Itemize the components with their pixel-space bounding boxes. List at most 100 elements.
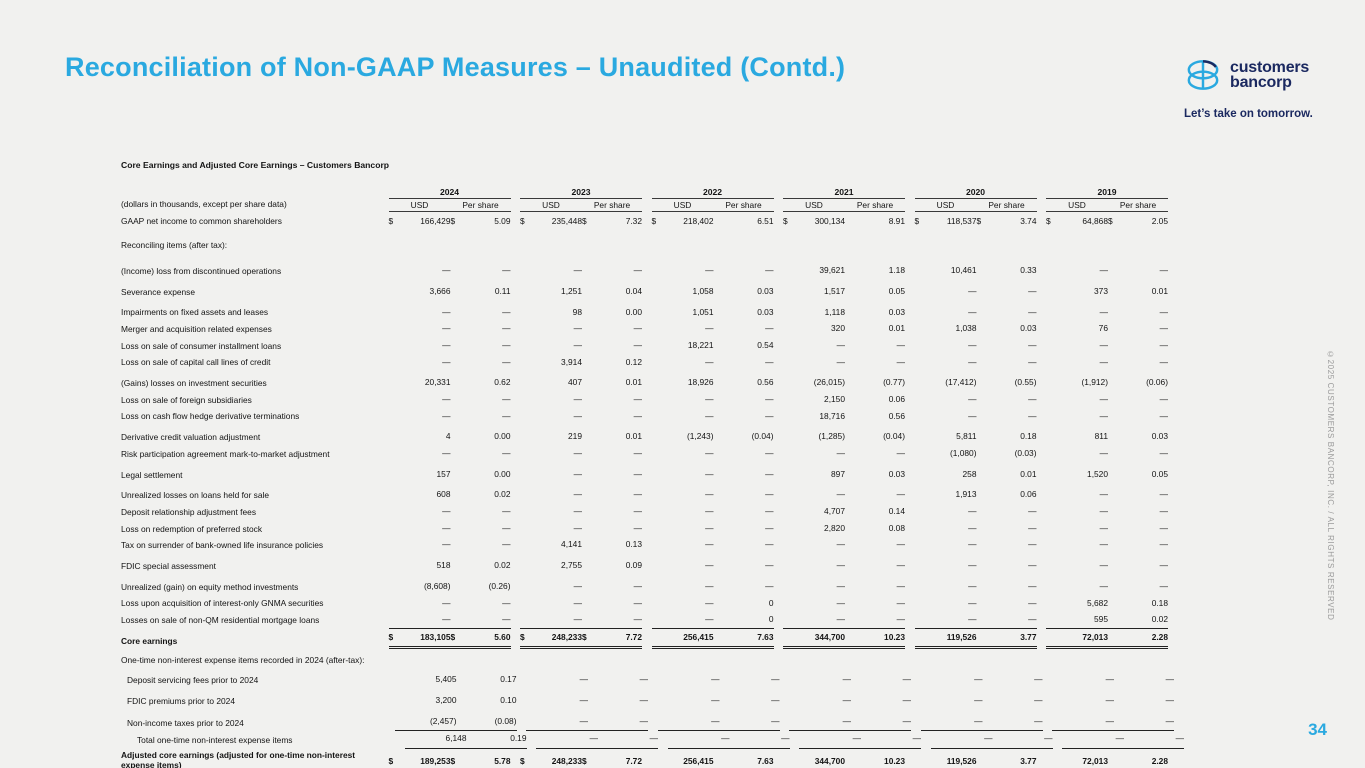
usd-cell: 1,038 (915, 321, 977, 336)
cell-value: 0.08 (888, 522, 905, 533)
cell-value: — (502, 597, 511, 608)
cell-value: — (836, 597, 845, 608)
cell-value: 0.03 (757, 285, 774, 296)
cell-value: — (968, 393, 977, 404)
cell-value: 248,233 (551, 631, 582, 642)
table-row: Derivative credit valuation adjustment 4 0… (121, 429, 1173, 446)
row-label: Loss on redemption of preferred stock (121, 523, 263, 534)
usd-cell: 39,621 (783, 263, 845, 278)
cell-value: 0.10 (500, 695, 517, 706)
cell-value: — (968, 560, 977, 571)
cell-value: 0.06 (888, 393, 905, 404)
year-group-cells: (17,412) (0.55) (915, 375, 1036, 392)
year-group-cells: $218,402 6.51 (652, 213, 774, 230)
cell-value: — (502, 323, 511, 334)
per-share-cell: — (977, 537, 1036, 552)
year-label: 2022 (651, 187, 774, 199)
usd-cell: — (526, 713, 588, 728)
per-share-cell: — (977, 337, 1036, 352)
year-group-cells: — — (652, 578, 773, 595)
usd-cell: 3,666 (389, 283, 451, 298)
year-group-cells: (2,457) (0.08) (394, 713, 517, 731)
table-row: Severance expense 3,666 0.11 1,251 0.04 1,058… (121, 283, 1173, 300)
cell-value: — (502, 393, 511, 404)
year-group-cells: — — (1046, 445, 1168, 462)
cell-value: — (1028, 506, 1037, 517)
usd-cell: 256,415 (652, 629, 714, 644)
usd-cell: — (915, 354, 976, 369)
usd-cell: 258 (915, 466, 977, 481)
cell-value: — (633, 393, 642, 404)
per-share-cell: — (451, 503, 510, 518)
year-group-cells: —0 (652, 595, 774, 612)
cell-value: 344,700 (814, 755, 845, 766)
per-share-cell: — (714, 321, 773, 336)
usd-cell: — (652, 321, 713, 336)
year-group-cells: — — (652, 321, 773, 338)
cell-value: — (1159, 393, 1168, 404)
year-group-cells: 595 0.02 (1046, 612, 1168, 629)
cell-value: — (633, 489, 642, 500)
year-group-cells: — — (1046, 558, 1168, 575)
usd-cell: — (520, 321, 582, 336)
per-share-cell: — (1108, 445, 1168, 460)
per-share-cell: (0.77) (845, 375, 905, 390)
usd-cell: 157 (389, 466, 451, 481)
dollar-sign: $ (582, 215, 587, 226)
year-group-cells: — — (1046, 503, 1168, 520)
brand-block: customers bancorp Let’s take on tomorrow… (1184, 58, 1344, 120)
usd-cell: 6,148 (405, 731, 467, 746)
dollar-sign: $ (520, 631, 525, 642)
cell-value: — (705, 597, 714, 608)
cell-value: 256,415 (683, 631, 714, 642)
usd-cell: — (915, 391, 977, 406)
usd-cell: 2,820 (783, 520, 845, 535)
year-group-cells: 119,526 3.77 (915, 753, 1037, 768)
usd-cell: — (921, 672, 982, 687)
usd-cell: (17,412) (915, 375, 977, 390)
row-label: (Gains) losses on investment securities (121, 378, 267, 389)
per-share-cell: 0 (714, 595, 774, 610)
cell-value: 1,118 (824, 306, 845, 317)
year-group-cells: — — (915, 558, 1036, 575)
cell-value: — (442, 323, 451, 334)
cell-value: — (765, 522, 774, 533)
usd-cell: — (536, 731, 598, 746)
cell-value: 0.33 (1020, 265, 1037, 276)
cell-value: — (1165, 715, 1174, 726)
cell-value: — (896, 489, 905, 500)
usd-cell: (1,912) (1046, 375, 1108, 390)
usd-cell: 1,118 (783, 304, 845, 319)
per-share-cell: 7.63 (714, 629, 773, 644)
usd-cell: — (783, 612, 845, 627)
cell-value: — (705, 506, 714, 517)
cell-value: 373 (1094, 285, 1108, 296)
per-share-cell: 0.03 (714, 304, 773, 319)
cell-value: — (705, 580, 714, 591)
year-group-cells: — — (915, 337, 1036, 354)
year-group-cells: — — (783, 445, 905, 462)
usd-cell: — (520, 612, 582, 627)
table-row: Deposit relationship adjustment fees — — — —… (121, 503, 1173, 520)
year-group-cells: — — (389, 503, 510, 520)
cell-value: — (705, 468, 714, 479)
per-share-cell: 2.28 (1108, 629, 1168, 644)
usd-cell: — (915, 578, 976, 593)
usd-cell: — (915, 283, 976, 298)
cell-value: (17,412) (945, 377, 977, 388)
year-group-cells: — — (520, 263, 642, 280)
cell-value: — (765, 489, 774, 500)
per-share-cell: — (714, 520, 774, 535)
row-label: Risk participation agreement mark-to-mar… (121, 448, 330, 459)
usd-cell: 1,520 (1046, 466, 1108, 481)
usd-cell: $248,233 (520, 753, 582, 768)
dollar-sign: $ (914, 215, 920, 226)
usd-cell: — (658, 713, 719, 728)
year-group-cells: 897 0.03 (783, 466, 905, 483)
year-group-cells: — — (526, 672, 648, 689)
cell-value: 166,429 (420, 215, 451, 226)
usd-cell: — (389, 408, 450, 423)
per-share-cell: $7.72 (582, 629, 642, 644)
cell-value: — (896, 448, 905, 458)
per-share-cell: 3.77 (977, 629, 1036, 644)
